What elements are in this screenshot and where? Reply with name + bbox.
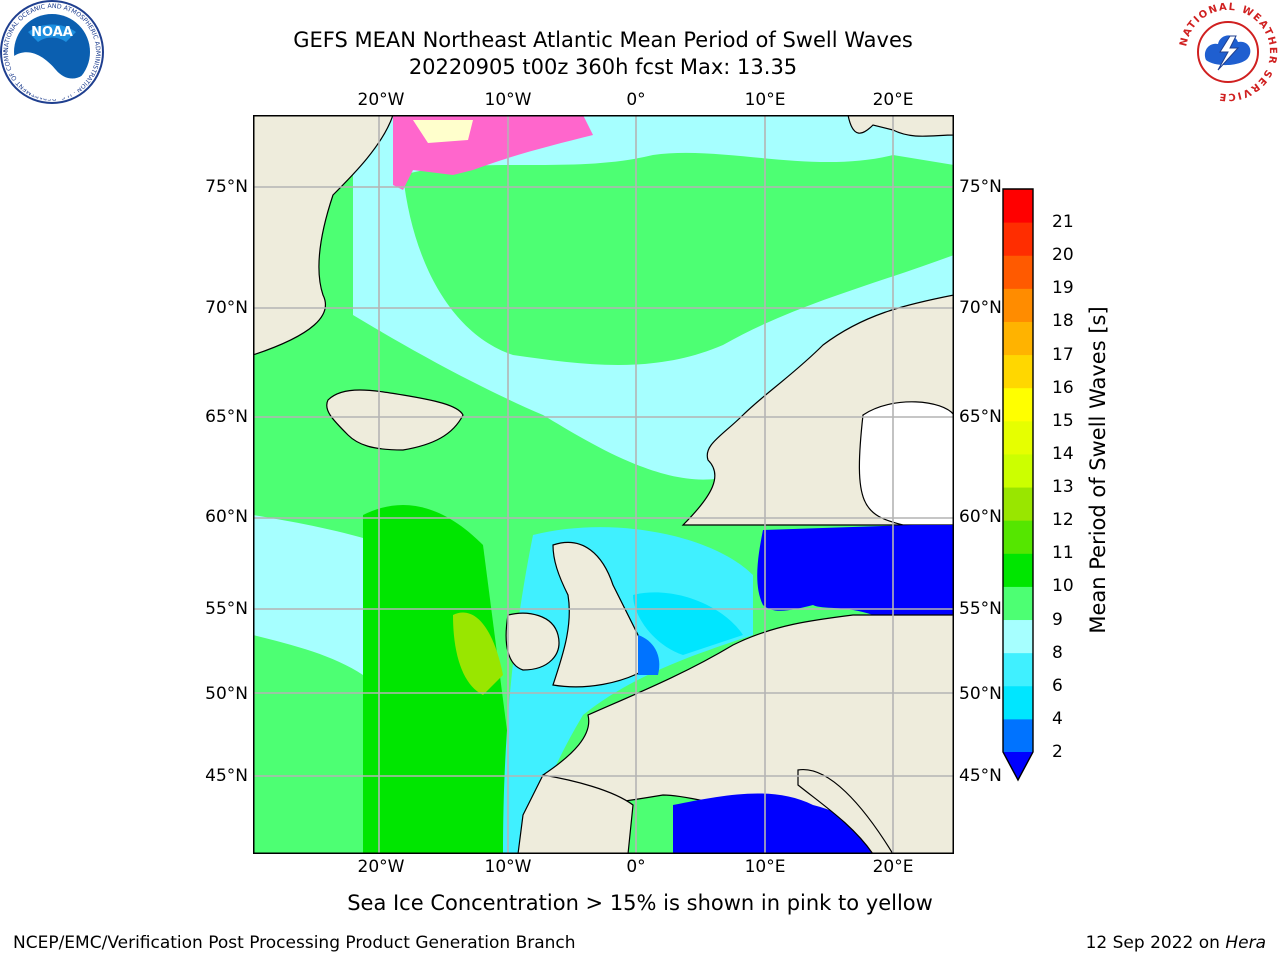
colorbar-cell	[1003, 586, 1033, 621]
colorbar-cell	[1003, 189, 1033, 223]
colorbar-tick-label: 4	[1052, 708, 1063, 729]
colorbar-cell	[1003, 619, 1033, 654]
lat-label-left-55n: 55°N	[205, 599, 248, 619]
mediterranean-sea	[673, 793, 893, 854]
lat-label-right-70n: 70°N	[959, 298, 1002, 318]
map-frame	[253, 115, 954, 854]
colorbar-cell	[1003, 453, 1033, 488]
greenland-land	[253, 115, 394, 356]
colorbar-tick-label: 10	[1052, 576, 1074, 597]
colorbar-tick-label: 14	[1052, 443, 1074, 464]
colorbar	[1002, 188, 1034, 782]
italy-land	[797, 769, 894, 854]
sea-ice-caption: Sea Ice Concentration > 15% is shown in …	[347, 891, 933, 915]
colorbar-cell	[1003, 288, 1033, 322]
colorbar-tick-label: 15	[1052, 410, 1074, 431]
colorbar-cell	[1003, 553, 1033, 587]
graticule	[253, 115, 954, 854]
footer-branch: NCEP/EMC/Verification Post Processing Pr…	[13, 933, 576, 953]
colorbar-tick-label: 21	[1052, 212, 1074, 233]
noaa-logo: NATIONAL OCEANIC AND ATMOSPHERIC ADMINIS…	[0, 0, 104, 104]
great-britain-land	[552, 541, 654, 688]
colorbar-tick-label: 16	[1052, 377, 1074, 398]
colorbar-cell	[1003, 354, 1033, 389]
north-sea-coast	[638, 635, 660, 675]
lat-label-right-65n: 65°N	[959, 407, 1002, 427]
chart-subtitle: 20220905 t00z 360h fcst Max: 13.35	[408, 55, 798, 79]
colorbar-tick-label: 19	[1052, 278, 1074, 299]
colorbar-cell	[1003, 387, 1033, 422]
lat-label-left-45n: 45°N	[205, 766, 248, 786]
sea-ice-high	[413, 120, 473, 143]
colorbar-cell	[1003, 652, 1033, 687]
lon-label-bottom-20w: 20°W	[357, 857, 405, 877]
colorbar-tick-label: 20	[1052, 245, 1074, 266]
chart-title: GEFS MEAN Northeast Atlantic Mean Period…	[293, 28, 913, 52]
nws-logo: NATIONAL WEATHER SERVICE	[1176, 0, 1280, 104]
iberia-land	[517, 774, 634, 854]
lat-label-left-65n: 65°N	[205, 407, 248, 427]
colorbar-tick-label: 6	[1052, 675, 1063, 696]
colorbar-tick-label: 9	[1052, 609, 1063, 630]
lat-label-right-45n: 45°N	[959, 766, 1002, 786]
colorbar-cell	[1003, 685, 1033, 720]
colorbar-tick-label: 11	[1052, 543, 1074, 564]
map-panel	[253, 115, 954, 854]
lon-label-top-10w: 10°W	[484, 90, 532, 110]
footer-date-text: 12 Sep 2022 on	[1085, 933, 1220, 953]
colorbar-cell	[1003, 520, 1033, 554]
lon-label-bottom-20e: 20°E	[872, 857, 914, 877]
baltic-ice-area	[858, 401, 954, 526]
svg-text:NOAA: NOAA	[31, 25, 73, 40]
lat-label-right-55n: 55°N	[959, 599, 1002, 619]
swell-band-9s	[403, 152, 954, 365]
iceland-land	[326, 389, 464, 451]
colorbar-tick-label: 17	[1052, 344, 1074, 365]
colorbar-title: Mean Period of Swell Waves [s]	[1086, 306, 1110, 634]
footer-host: Hera	[1225, 933, 1266, 953]
swell-band-southwest	[253, 635, 363, 854]
baltic-sea	[757, 525, 954, 615]
lon-label-top-10e: 10°E	[744, 90, 786, 110]
swell-band-12s	[453, 612, 503, 695]
colorbar-tick-label: 18	[1052, 311, 1074, 332]
lat-label-left-50n: 50°N	[205, 684, 248, 704]
colorbar-tick-label: 2	[1052, 742, 1063, 762]
lat-label-left-60n: 60°N	[205, 507, 248, 527]
colorbar-cell	[1003, 420, 1033, 455]
lat-label-right-75n: 75°N	[959, 177, 1002, 197]
colorbar-cell	[1003, 321, 1033, 356]
colorbar-cell	[1003, 718, 1033, 753]
colorbar-tick-label: 13	[1052, 477, 1074, 498]
colorbar-cell	[1003, 255, 1033, 289]
colorbar-under-arrow	[1003, 752, 1033, 780]
footer-date: 12 Sep 2022 on Hera	[1086, 933, 1266, 953]
colorbar-frame	[1002, 188, 1034, 782]
lat-label-left-70n: 70°N	[205, 298, 248, 318]
lat-label-right-50n: 50°N	[959, 684, 1002, 704]
colorbar-tick-label: 8	[1052, 642, 1063, 663]
colorbar-cell	[1003, 487, 1033, 521]
lat-label-left-75n: 75°N	[205, 177, 248, 197]
swell-band-10s	[363, 505, 523, 854]
swell-band-4s	[633, 592, 743, 655]
lon-label-top-20w: 20°W	[357, 90, 405, 110]
colorbar-cell	[1003, 222, 1033, 256]
lon-label-bottom-10e: 10°E	[744, 857, 786, 877]
lon-label-top-0: 0°	[626, 90, 646, 110]
lon-label-bottom-10w: 10°W	[484, 857, 532, 877]
lat-label-right-60n: 60°N	[959, 507, 1002, 527]
lon-label-bottom-0: 0°	[626, 857, 646, 877]
colorbar-tick-label: 12	[1052, 510, 1074, 531]
lon-label-top-20e: 20°E	[872, 90, 914, 110]
